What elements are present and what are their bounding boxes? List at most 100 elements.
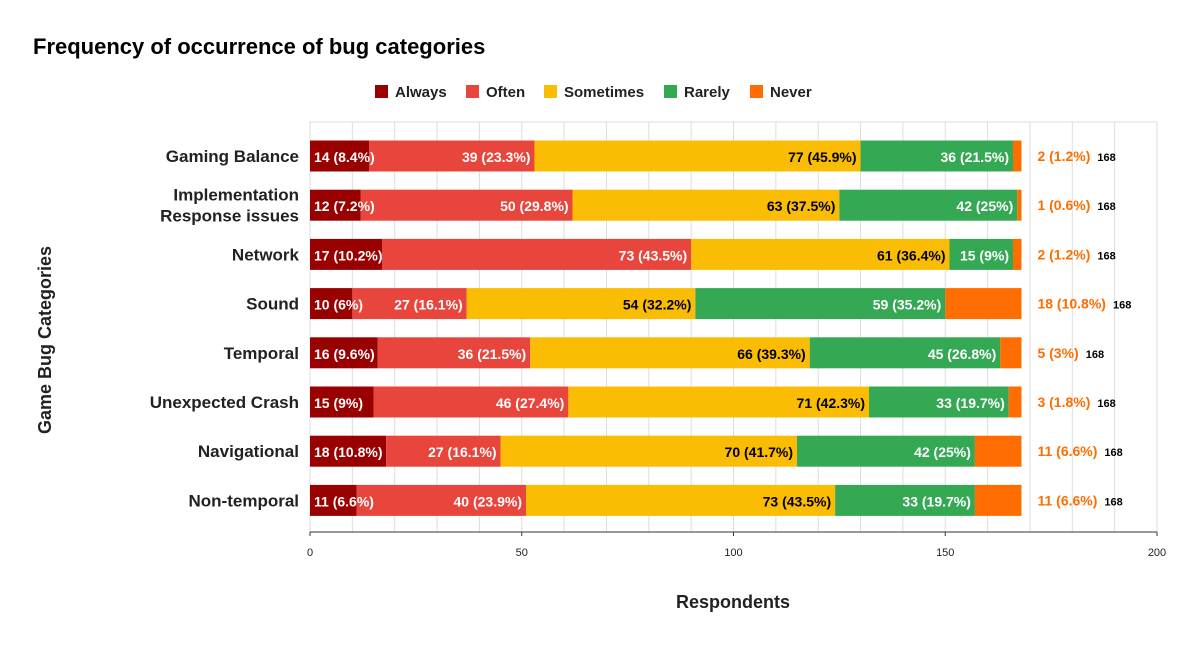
category-labels: Gaming Balance Implementation Response iss… — [150, 147, 300, 510]
bar-segment-sometimes — [530, 337, 810, 369]
y-axis-title: Game Bug Categories — [35, 246, 55, 434]
data-label-sometimes: 70 (41.7%) — [725, 444, 793, 460]
total-label: 168 — [1097, 152, 1115, 164]
bar-segment-always — [310, 435, 387, 467]
bar-segment-never — [974, 484, 1022, 516]
data-label-sometimes: 66 (39.3%) — [737, 346, 805, 362]
bar-segment-always — [310, 484, 357, 516]
data-label-never: 11 (6.6%) — [1037, 443, 1097, 459]
legend-swatch-always — [375, 85, 388, 98]
data-label-never: 11 (6.6%) — [1037, 492, 1097, 508]
data-label-rarely: 42 (25%) — [956, 198, 1013, 214]
total-label: 168 — [1113, 300, 1131, 312]
bar-segment-never — [945, 288, 1022, 320]
bar-segment-rarely — [860, 140, 1014, 172]
bar-segment-sometimes — [568, 386, 870, 418]
bar-segment-never — [1008, 386, 1022, 418]
data-label-always: 15 (9%) — [314, 395, 363, 411]
bar-segment-never — [1013, 238, 1022, 270]
bar-segment-sometimes — [500, 435, 798, 467]
data-label-often: 40 (23.9%) — [454, 493, 522, 509]
data-label-sometimes: 73 (43.5%) — [763, 493, 831, 509]
bar-segment-often — [352, 288, 467, 320]
bar-segment-never — [1017, 189, 1022, 221]
total-label: 168 — [1104, 496, 1122, 508]
bar-segment-always — [310, 238, 382, 270]
total-label: 168 — [1097, 201, 1115, 213]
data-label-never: 5 (3%) — [1037, 345, 1078, 361]
bar-segment-rarely — [809, 337, 1001, 369]
data-label-never: 2 (1.2%) — [1037, 246, 1090, 262]
data-label-often: 27 (16.1%) — [394, 297, 462, 313]
bar-segment-always — [310, 337, 378, 369]
category-label: Non-temporal — [189, 491, 300, 510]
bar-segment-often — [360, 189, 573, 221]
category-label: Gaming Balance — [166, 147, 299, 166]
legend-label-never: Never — [770, 84, 812, 101]
legend-swatch-never — [750, 85, 763, 98]
data-label-often: 73 (43.5%) — [619, 247, 687, 263]
data-label-always: 10 (6%) — [314, 297, 363, 313]
bar-segment-always — [310, 386, 374, 418]
data-label-rarely: 36 (21.5%) — [941, 149, 1009, 165]
bar-segment-rarely — [695, 288, 946, 320]
data-label-never: 3 (1.8%) — [1037, 394, 1090, 410]
bar-segment-rarely — [835, 484, 975, 516]
legend-label-often: Often — [486, 84, 525, 101]
bar-segment-always — [310, 189, 361, 221]
legend-label-sometimes: Sometimes — [564, 84, 644, 101]
legend-swatch-rarely — [664, 85, 677, 98]
total-labels: 168 168 168 168 168 168 168 168 — [1086, 152, 1132, 508]
data-label-always: 17 (10.2%) — [314, 247, 382, 263]
total-label: 168 — [1097, 250, 1115, 262]
data-label-rarely: 33 (19.7%) — [936, 395, 1004, 411]
chart-title: Frequency of occurrence of bug categorie… — [33, 34, 485, 59]
legend: Always Often Sometimes Rarely Never — [375, 84, 812, 101]
bar-segment-rarely — [839, 189, 1018, 221]
bar-segment-often — [381, 238, 692, 270]
data-label-sometimes: 77 (45.9%) — [788, 149, 856, 165]
data-label-rarely: 33 (19.7%) — [902, 493, 970, 509]
data-label-never: 2 (1.2%) — [1037, 148, 1090, 164]
category-label: Network — [232, 245, 300, 264]
segment-labels: 14 (8.4%) 39 (23.3%) 77 (45.9%) 36 (21.5%) 2… — [314, 148, 1106, 509]
legend-swatch-sometimes — [544, 85, 557, 98]
data-label-always: 16 (9.6%) — [314, 346, 375, 362]
data-label-always: 14 (8.4%) — [314, 149, 375, 165]
bar-segment-never — [974, 435, 1022, 467]
bar-segment-sometimes — [572, 189, 840, 221]
data-label-sometimes: 63 (37.5%) — [767, 198, 835, 214]
bar-segment-often — [369, 140, 535, 172]
data-label-sometimes: 71 (42.3%) — [797, 395, 865, 411]
data-label-always: 11 (6.6%) — [314, 493, 374, 509]
bar-segment-rarely — [949, 238, 1014, 270]
bar-segment-always — [310, 140, 370, 172]
data-label-often: 46 (27.4%) — [496, 395, 564, 411]
bar-segment-rarely — [797, 435, 975, 467]
x-tick-label: 200 — [1148, 547, 1166, 559]
data-label-never: 1 (0.6%) — [1037, 197, 1090, 213]
category-label: Response issues — [160, 207, 299, 226]
data-label-never: 18 (10.8%) — [1037, 296, 1105, 312]
x-tick-label: 50 — [516, 547, 528, 559]
bar-segment-sometimes — [525, 484, 836, 516]
gridlines — [309, 121, 1158, 536]
bar-segment-sometimes — [534, 140, 861, 172]
category-label: Sound — [246, 295, 299, 314]
total-label: 168 — [1097, 398, 1115, 410]
data-label-rarely: 42 (25%) — [914, 444, 971, 460]
data-label-sometimes: 61 (36.4%) — [877, 247, 945, 263]
bar-segment-often — [356, 484, 526, 516]
data-label-always: 18 (10.8%) — [314, 444, 382, 460]
bar-segment-often — [386, 435, 501, 467]
x-tick-label: 150 — [936, 547, 954, 559]
bar-segment-never — [1013, 140, 1022, 172]
bar-segment-rarely — [869, 386, 1009, 418]
bar-segment-often — [377, 337, 531, 369]
bar-segment-sometimes — [691, 238, 950, 270]
legend-swatch-often — [466, 85, 479, 98]
x-axis-title: Respondents — [676, 592, 790, 612]
data-label-often: 39 (23.3%) — [462, 149, 530, 165]
total-label: 168 — [1086, 349, 1104, 361]
